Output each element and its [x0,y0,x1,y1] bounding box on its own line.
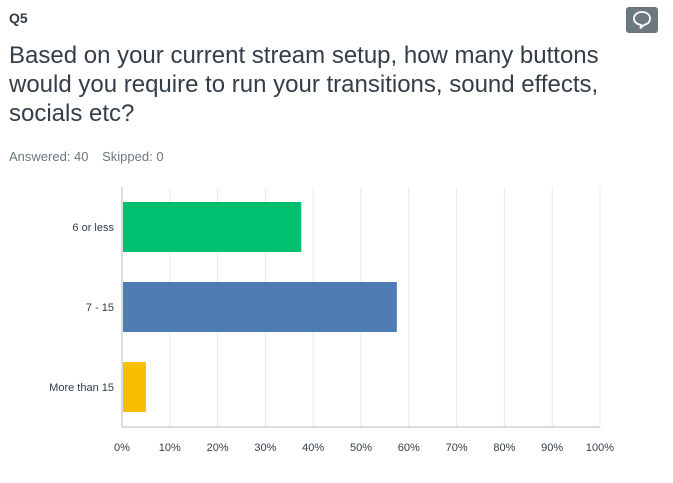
question-text: Based on your current stream setup, how … [9,42,599,127]
comment-icon [633,11,651,29]
x-tick-label: 60% [398,442,420,454]
x-tick-label: 100% [586,442,614,454]
x-tick-label: 0% [114,442,130,454]
category-label: More than 15 [49,382,114,394]
bars [123,202,397,412]
x-tick-label: 20% [207,442,229,454]
x-tick-label: 90% [541,442,563,454]
response-stats: Answered: 40 Skipped: 0 [9,149,174,164]
x-tick-label: 80% [493,442,515,454]
category-label: 7 - 15 [86,302,114,314]
x-tick-label: 10% [159,442,181,454]
skipped-count: Skipped: 0 [102,149,164,164]
bar[interactable] [123,202,302,252]
comment-button[interactable] [626,7,658,33]
x-tick-label: 30% [254,442,276,454]
category-label: 6 or less [72,222,114,234]
x-tick-label: 40% [302,442,324,454]
x-tick-label: 50% [350,442,372,454]
x-tick-label: 70% [446,442,468,454]
bar[interactable] [123,282,397,332]
bar[interactable] [123,362,146,412]
question-number: Q5 [9,10,28,26]
answered-count: Answered: 40 [9,149,89,164]
x-axis-ticks: 0% 10% 20% 30% 40% 50% 60% 70% 80% 90% 100% [114,442,614,454]
category-labels: 6 or less 7 - 15 More than 15 [49,222,114,394]
